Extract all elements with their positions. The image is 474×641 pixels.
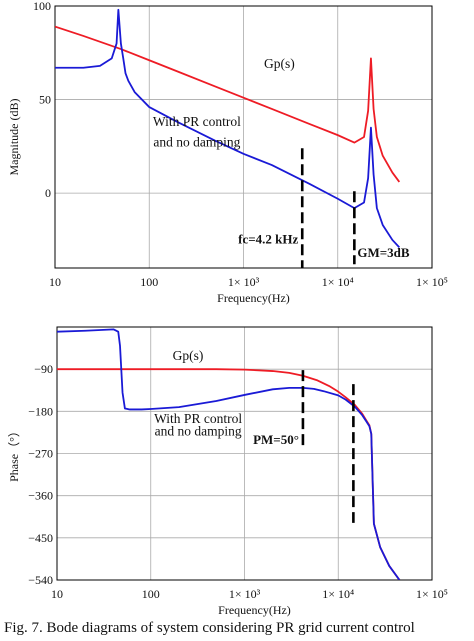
phase-y-tick-label: −90: [34, 362, 53, 376]
magnitude-y-axis-label: Magnitude (dB): [7, 99, 21, 176]
figure-caption: Fig. 7. Bode diagrams of system consider…: [4, 620, 415, 636]
phase-x-tick-label: 1× 10⁴: [322, 587, 354, 601]
phase-plot: 10 100 1× 10³ 1× 10⁴ 1× 10⁵ −90 −180 −270 −360 −4…: [7, 326, 448, 617]
magnitude-annotation: With PR control: [153, 114, 241, 129]
phase-y-tick-label: −360: [28, 489, 53, 503]
phase-x-tick-label: 10: [51, 587, 63, 601]
phase-y-axis-label: Phase（°）: [7, 425, 21, 482]
phase-annotation: and no damping: [155, 424, 242, 439]
magnitude-axes-frame: [54, 5, 433, 269]
phase-y-tick-label: −450: [28, 531, 53, 545]
magnitude-annotation: fc=4.2 kHz: [238, 232, 298, 247]
phase-annotation: PM=50°: [253, 432, 299, 447]
magnitude-x-tick-label: 1× 10⁴: [322, 275, 354, 289]
phase-y-tick-label: −180: [28, 404, 53, 418]
magnitude-annotation: GM=3dB: [357, 245, 410, 260]
magnitude-x-tick-label: 1× 10³: [228, 275, 260, 289]
magnitude-series-pr-line: [55, 8, 400, 249]
phase-axes-frame: [56, 326, 433, 581]
phase-annotation: Gp(s): [173, 348, 204, 363]
phase-series-pr-line: [57, 328, 401, 580]
magnitude-y-tick-label: 0: [45, 186, 51, 200]
phase-y-tick-label: −270: [28, 447, 53, 461]
phase-x-axis-label: Frequency(Hz): [218, 603, 291, 617]
magnitude-y-tick-label: 100: [33, 0, 51, 13]
magnitude-x-axis-label: Frequency(Hz): [217, 291, 290, 305]
magnitude-x-tick-label: 100: [140, 275, 158, 289]
magnitude-series-gp-line: [55, 25, 401, 183]
magnitude-annotation: Gp(s): [264, 56, 295, 71]
phase-x-tick-label: 1× 10⁵: [416, 587, 448, 601]
phase-annotation: With PR control: [154, 411, 242, 426]
magnitude-x-tick-label: 1× 10⁵: [416, 275, 448, 289]
phase-x-tick-label: 1× 10³: [229, 587, 261, 601]
magnitude-x-tick-label: 10: [49, 275, 61, 289]
phase-x-tick-label: 100: [142, 587, 160, 601]
magnitude-annotation: and no damping: [153, 134, 240, 149]
magnitude-plot: 10 100 1× 10³ 1× 10⁴ 1× 10⁵ 100 50 0 Frequency(H…: [7, 0, 448, 305]
magnitude-y-tick-label: 50: [39, 93, 51, 107]
phase-y-tick-label: −540: [28, 573, 53, 587]
